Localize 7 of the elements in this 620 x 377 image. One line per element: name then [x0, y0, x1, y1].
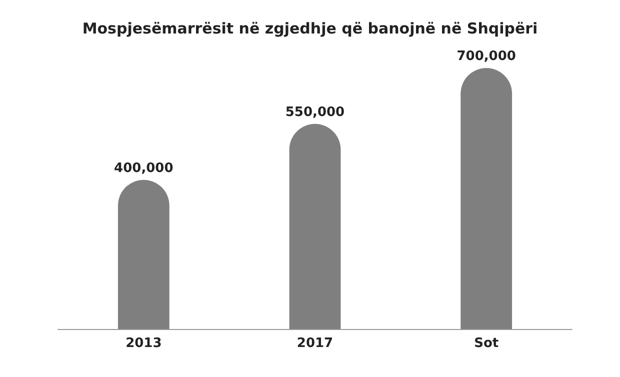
- data-label: 550,000: [285, 104, 345, 120]
- x-tick-label: 2017: [296, 336, 334, 351]
- chart-title: Mospjesëmarrësit në zgjedhje që banojnë në Shqipëri: [82, 20, 538, 38]
- x-tick-label: 2013: [126, 336, 162, 351]
- data-label: 400,000: [114, 160, 174, 176]
- x-tick-label: Sot: [474, 336, 499, 351]
- data-label: 700,000: [456, 49, 516, 64]
